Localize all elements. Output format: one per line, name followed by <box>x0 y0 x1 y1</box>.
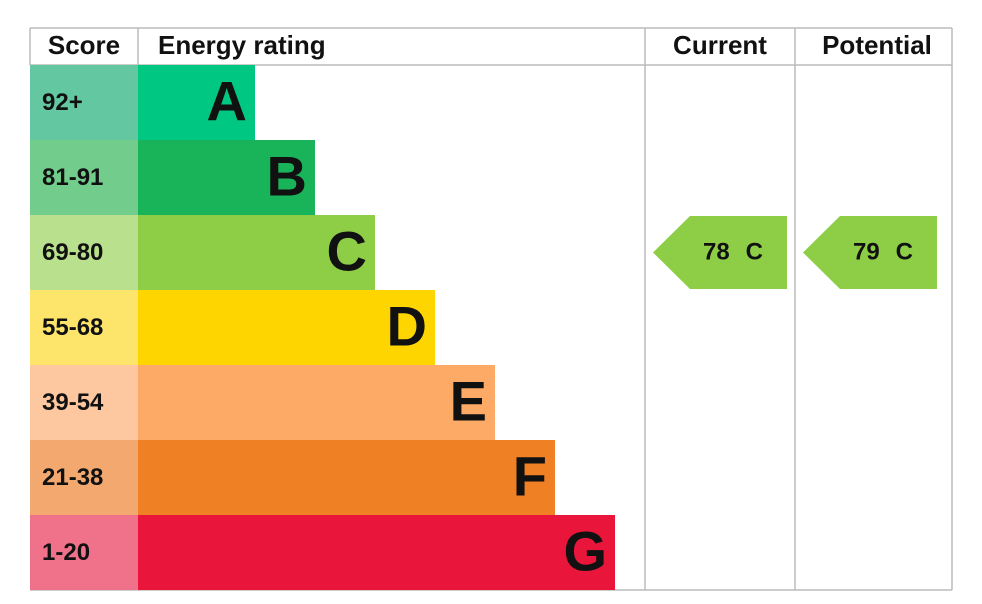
band-range: 1-20 <box>42 539 90 566</box>
rating-score: 78 <box>703 239 730 266</box>
header: Current <box>673 30 767 60</box>
band-letter: D <box>387 294 427 357</box>
band-range: 55-68 <box>42 314 103 341</box>
score-cell <box>30 215 138 290</box>
rating-label: 79 C <box>853 239 913 266</box>
header: Energy rating <box>158 30 326 60</box>
band-letter: C <box>327 219 367 282</box>
potential-indicator: 79 C <box>803 216 937 289</box>
rating-score: 79 <box>853 239 880 266</box>
score-cell <box>30 440 138 515</box>
band-letter: A <box>207 69 247 132</box>
band-letter: G <box>563 519 607 582</box>
rating-label: 78 C <box>703 239 763 266</box>
score-cell <box>30 290 138 365</box>
band-bar <box>138 515 615 590</box>
score-cell <box>30 65 138 140</box>
band-bar <box>138 440 555 515</box>
band-bar <box>138 65 255 140</box>
score-cell <box>30 515 138 590</box>
current-indicator: 78 C <box>653 216 787 289</box>
band-letter: F <box>513 444 547 507</box>
rating-band: C <box>896 239 913 266</box>
band-bar <box>138 365 495 440</box>
band-range: 21-38 <box>42 464 103 491</box>
band-letter: B <box>267 144 307 207</box>
header: Score <box>48 30 120 60</box>
rating-arrow <box>803 216 937 289</box>
band-bar <box>138 290 435 365</box>
rating-arrow <box>653 216 787 289</box>
band-range: 69-80 <box>42 239 103 266</box>
rating-band: C <box>746 239 763 266</box>
header: Potential <box>822 30 932 60</box>
band-range: 39-54 <box>42 389 104 416</box>
score-cell <box>30 140 138 215</box>
score-cell <box>30 365 138 440</box>
band-letter: E <box>450 369 487 432</box>
band-bar <box>138 215 375 290</box>
band-range: 92+ <box>42 89 83 116</box>
band-bar <box>138 140 315 215</box>
band-range: 81-91 <box>42 164 103 191</box>
